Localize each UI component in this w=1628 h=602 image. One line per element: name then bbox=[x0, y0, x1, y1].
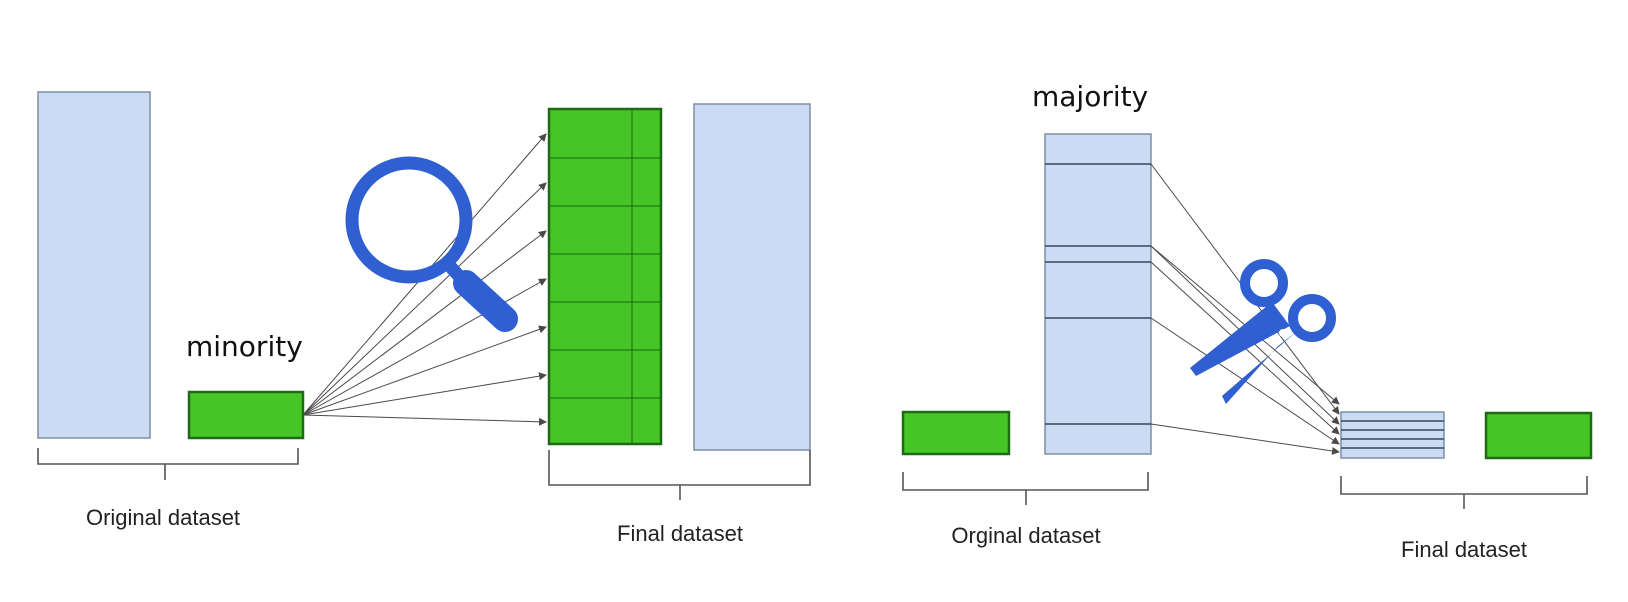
scissors-icon bbox=[1190, 264, 1331, 404]
majority-bar-final-right bbox=[1341, 412, 1444, 458]
original-dataset-brace-right bbox=[903, 472, 1148, 505]
original-dataset-label: Original dataset bbox=[86, 505, 240, 530]
original-dataset-brace bbox=[38, 448, 298, 480]
majority-bar-original bbox=[38, 92, 150, 438]
majority-bar-final bbox=[694, 104, 810, 450]
minority-bar-original-right bbox=[903, 412, 1009, 454]
oversampling-panel: minority bbox=[38, 92, 810, 546]
undersampling-panel: majority bbox=[903, 80, 1591, 562]
original-dataset-label-right: Orginal dataset bbox=[951, 523, 1100, 548]
minority-bar-final-right bbox=[1486, 413, 1591, 458]
minority-label: minority bbox=[186, 330, 303, 363]
final-dataset-brace-right bbox=[1341, 476, 1587, 509]
majority-bar-original-right bbox=[1045, 134, 1151, 454]
minority-bar-original bbox=[189, 392, 303, 438]
final-dataset-label-right: Final dataset bbox=[1401, 537, 1527, 562]
majority-label: majority bbox=[1032, 80, 1148, 113]
final-dataset-label: Final dataset bbox=[617, 521, 743, 546]
undersample-arrows bbox=[1151, 164, 1339, 452]
minority-bar-final bbox=[549, 109, 661, 444]
final-dataset-brace bbox=[549, 450, 810, 500]
